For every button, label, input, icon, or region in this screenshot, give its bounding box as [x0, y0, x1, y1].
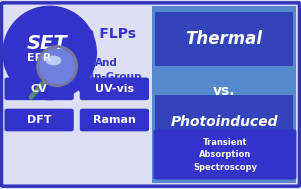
FancyBboxPatch shape: [80, 77, 149, 100]
FancyBboxPatch shape: [5, 46, 74, 69]
Text: Thermal: Thermal: [186, 30, 263, 48]
Text: Transient
Absorption
Spectroscopy: Transient Absorption Spectroscopy: [193, 138, 257, 171]
Text: SET: SET: [26, 34, 67, 53]
Ellipse shape: [3, 6, 96, 100]
Ellipse shape: [38, 46, 77, 86]
FancyBboxPatch shape: [5, 109, 74, 131]
Text: And
Main-Group
Chemistry: And Main-Group Chemistry: [73, 58, 141, 95]
Text: Photoinduced: Photoinduced: [170, 115, 278, 129]
Text: in FLPs: in FLPs: [80, 27, 136, 41]
Text: UV-vis: UV-vis: [95, 84, 134, 94]
Ellipse shape: [46, 56, 61, 65]
FancyBboxPatch shape: [152, 6, 296, 183]
Text: CV: CV: [31, 84, 48, 94]
Text: EPR: EPR: [27, 53, 51, 63]
FancyBboxPatch shape: [5, 77, 74, 100]
FancyBboxPatch shape: [154, 129, 296, 180]
FancyBboxPatch shape: [80, 109, 149, 131]
Text: vs.: vs.: [213, 84, 235, 98]
Text: Raman: Raman: [93, 115, 136, 125]
FancyBboxPatch shape: [155, 12, 293, 66]
FancyBboxPatch shape: [155, 95, 293, 149]
FancyBboxPatch shape: [2, 3, 299, 186]
Text: DFT: DFT: [27, 115, 51, 125]
